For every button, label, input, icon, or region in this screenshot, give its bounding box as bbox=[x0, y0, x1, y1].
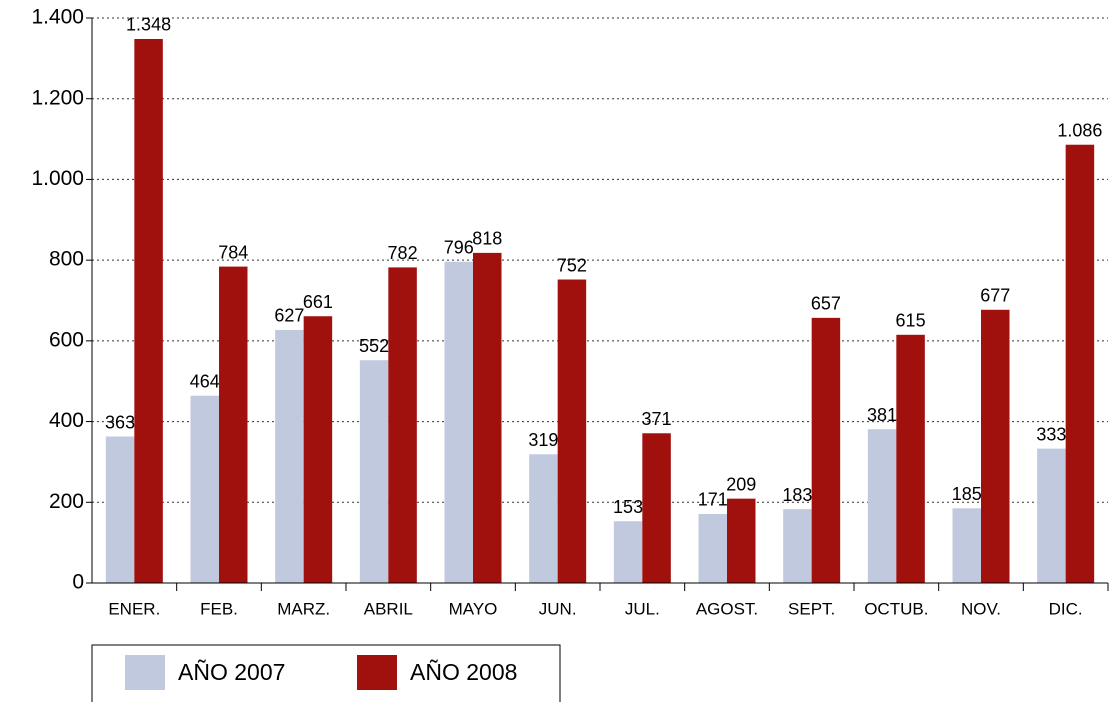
y-tick-label: 800 bbox=[49, 248, 84, 271]
data-label: 371 bbox=[642, 409, 672, 429]
x-tick-label: NOV. bbox=[961, 599, 1001, 618]
data-label: 615 bbox=[896, 311, 926, 331]
y-tick-label: 600 bbox=[49, 328, 84, 351]
data-label: 796 bbox=[444, 238, 474, 258]
bar bbox=[303, 316, 333, 583]
data-label: 818 bbox=[472, 229, 502, 249]
bar bbox=[896, 334, 925, 583]
data-label: 153 bbox=[613, 497, 643, 517]
y-tick-label: 1.000 bbox=[31, 167, 84, 190]
bar bbox=[557, 279, 587, 583]
x-tick-label: MARZ. bbox=[277, 599, 330, 618]
y-tick-label: 400 bbox=[49, 409, 84, 432]
bar bbox=[275, 329, 304, 583]
data-label: 677 bbox=[980, 286, 1010, 306]
x-tick-label: ENER. bbox=[108, 599, 160, 618]
bar bbox=[359, 360, 389, 583]
bar bbox=[783, 509, 812, 583]
data-label: 657 bbox=[811, 294, 841, 314]
data-label: 627 bbox=[274, 306, 304, 326]
legend-label: AÑO 2008 bbox=[410, 659, 517, 685]
bar bbox=[981, 309, 1010, 583]
x-tick-label: SEPT. bbox=[788, 599, 835, 618]
x-tick-label: JUL. bbox=[625, 599, 660, 618]
data-label: 333 bbox=[1036, 424, 1066, 444]
data-label: 185 bbox=[952, 484, 982, 504]
bar bbox=[727, 498, 756, 583]
bar bbox=[134, 38, 163, 583]
bar bbox=[1065, 144, 1095, 583]
data-label: 661 bbox=[303, 292, 333, 312]
bar bbox=[698, 513, 727, 583]
data-label: 363 bbox=[105, 412, 135, 432]
bar bbox=[473, 252, 502, 583]
y-tick-label: 0 bbox=[72, 571, 84, 594]
data-label: 464 bbox=[190, 371, 220, 391]
data-label: 319 bbox=[528, 430, 558, 450]
x-tick-label: JUN. bbox=[539, 599, 577, 618]
data-label: 552 bbox=[359, 336, 389, 356]
x-tick-label: ABRIL bbox=[364, 599, 413, 618]
bar bbox=[444, 261, 473, 583]
legend-swatch bbox=[357, 655, 397, 690]
x-tick-label: AGOST. bbox=[696, 599, 758, 618]
y-tick-label: 1.200 bbox=[31, 86, 84, 109]
bar bbox=[1037, 448, 1066, 583]
bar bbox=[867, 429, 897, 583]
data-label: 183 bbox=[782, 485, 812, 505]
x-tick-label: OCTUB. bbox=[864, 599, 928, 618]
bar bbox=[190, 395, 219, 583]
data-label: 784 bbox=[218, 242, 248, 262]
data-label: 1.086 bbox=[1057, 120, 1102, 140]
x-tick-label: DIC. bbox=[1049, 599, 1083, 618]
bar bbox=[613, 521, 643, 583]
legend-swatch bbox=[125, 655, 165, 690]
legend-label: AÑO 2007 bbox=[178, 659, 285, 685]
data-label: 381 bbox=[867, 405, 897, 425]
bar bbox=[219, 266, 248, 583]
data-label: 171 bbox=[698, 490, 728, 510]
bar bbox=[952, 508, 981, 583]
x-tick-label: FEB. bbox=[200, 599, 238, 618]
bar bbox=[811, 317, 841, 583]
data-label: 209 bbox=[726, 474, 756, 494]
bar bbox=[529, 454, 558, 583]
bar bbox=[642, 433, 671, 583]
y-tick-label: 1.400 bbox=[31, 6, 84, 29]
data-label: 782 bbox=[388, 243, 418, 263]
x-tick-label: MAYO bbox=[449, 599, 498, 618]
y-tick-label: 200 bbox=[49, 490, 84, 513]
data-label: 752 bbox=[557, 255, 587, 275]
bar bbox=[388, 267, 417, 583]
bar bbox=[105, 436, 135, 583]
data-label: 1.348 bbox=[126, 15, 171, 35]
legend-box bbox=[91, 644, 561, 702]
